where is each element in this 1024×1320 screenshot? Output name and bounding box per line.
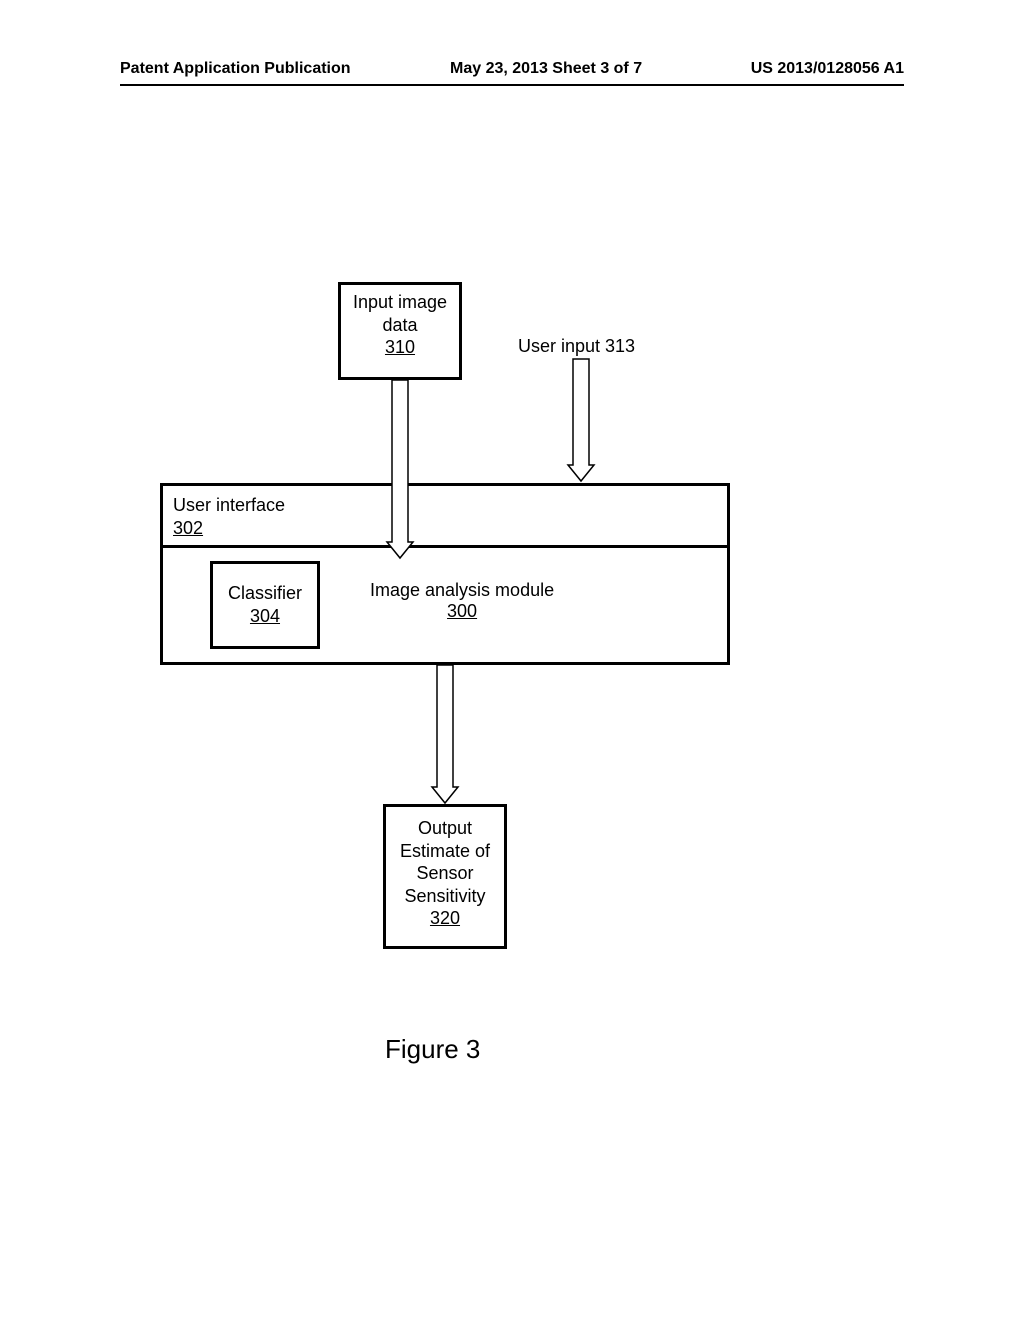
- page-root: Patent Application Publication May 23, 2…: [0, 0, 1024, 1320]
- header-right-text: US 2013/0128056 A1: [751, 60, 904, 78]
- classifier-label: Classifier: [213, 582, 317, 605]
- user-input-label: User input 313: [518, 336, 635, 357]
- user-interface-ref: 302: [173, 517, 203, 540]
- user-interface-box: User interface 302: [160, 483, 730, 548]
- classifier-ref: 304: [213, 605, 317, 628]
- output-box: Output Estimate of Sensor Sensitivity 32…: [383, 804, 507, 949]
- output-line-1: Estimate of: [386, 840, 504, 863]
- input-image-box: Input image data 310: [338, 282, 462, 380]
- header-left-text: Patent Application Publication: [120, 60, 351, 78]
- output-ref: 320: [386, 907, 504, 930]
- user-interface-label: User interface: [173, 494, 717, 517]
- input-image-label: Input image data: [341, 291, 459, 336]
- output-line-3: Sensitivity: [386, 885, 504, 908]
- classifier-box: Classifier 304: [210, 561, 320, 649]
- figure-label: Figure 3: [385, 1034, 480, 1065]
- output-line-2: Sensor: [386, 862, 504, 885]
- patent-header: Patent Application Publication May 23, 2…: [120, 80, 904, 86]
- analysis-module-text: Image analysis module: [370, 580, 554, 601]
- arrow-module-to-output: [432, 665, 458, 803]
- arrow-userinput-to-ui: [568, 359, 594, 481]
- analysis-module-label: Image analysis module 300: [370, 580, 554, 622]
- header-mid-text: May 23, 2013 Sheet 3 of 7: [450, 60, 642, 78]
- arrow-input-to-module: [387, 380, 413, 558]
- analysis-module-ref: 300: [447, 601, 477, 622]
- output-line-0: Output: [386, 817, 504, 840]
- input-image-ref: 310: [341, 336, 459, 359]
